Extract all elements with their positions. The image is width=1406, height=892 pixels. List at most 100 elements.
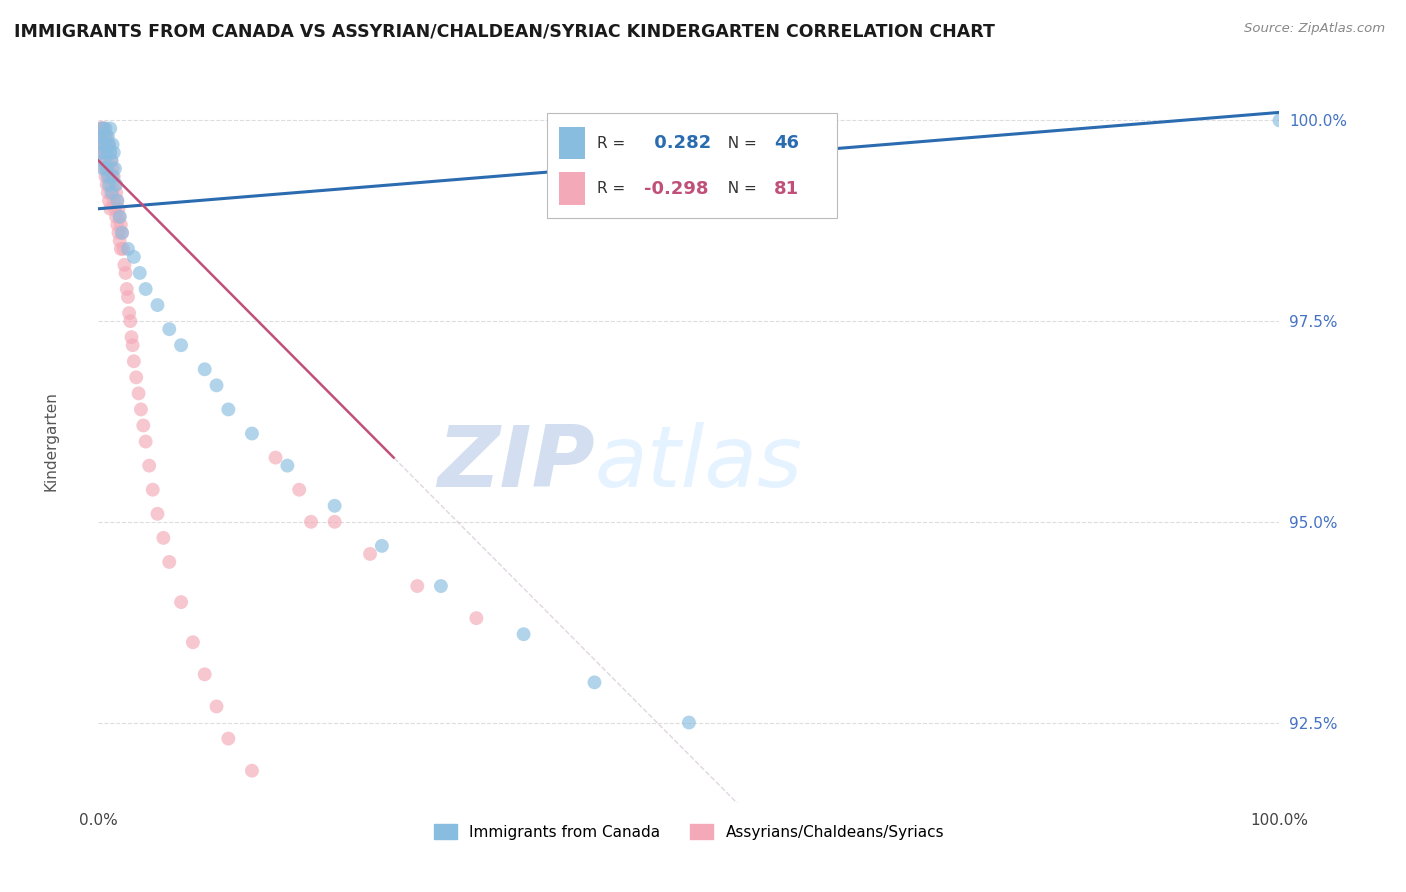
Point	[135, 282, 157, 296]
Point	[91, 137, 114, 152]
Point	[91, 121, 114, 136]
Point	[100, 186, 122, 200]
Point	[98, 137, 121, 152]
Point	[103, 145, 125, 160]
Point	[101, 186, 124, 200]
Point	[98, 194, 121, 208]
Text: IMMIGRANTS FROM CANADA VS ASSYRIAN/CHALDEAN/SYRIAC KINDERGARTEN CORRELATION CHAR: IMMIGRANTS FROM CANADA VS ASSYRIAN/CHALD…	[14, 22, 995, 40]
Text: ZIP: ZIP	[437, 422, 595, 505]
Text: atlas: atlas	[595, 422, 803, 505]
Point	[97, 186, 120, 200]
Point	[240, 426, 263, 441]
Point	[104, 202, 127, 216]
Point	[104, 161, 127, 176]
Point	[194, 362, 217, 376]
Point	[94, 121, 117, 136]
Point	[105, 210, 128, 224]
Point	[181, 635, 204, 649]
Point	[117, 290, 139, 304]
Point	[1268, 113, 1291, 128]
Point	[135, 434, 157, 449]
Point	[100, 153, 122, 168]
Point	[157, 322, 180, 336]
Point	[129, 402, 152, 417]
Point	[157, 555, 180, 569]
Point	[107, 226, 129, 240]
Point	[93, 161, 115, 176]
Point	[101, 137, 124, 152]
Text: -0.298: -0.298	[644, 179, 709, 198]
Point	[371, 539, 394, 553]
Point	[122, 250, 145, 264]
Point	[406, 579, 429, 593]
Point	[97, 129, 120, 144]
Point	[323, 515, 346, 529]
Point	[108, 210, 131, 224]
Point	[217, 731, 239, 746]
Point	[430, 579, 453, 593]
Legend: Immigrants from Canada, Assyrians/Chaldeans/Syriacs: Immigrants from Canada, Assyrians/Chalde…	[427, 818, 950, 846]
Point	[93, 129, 115, 144]
Point	[98, 202, 121, 216]
Point	[91, 137, 114, 152]
Point	[512, 627, 534, 641]
Point	[111, 226, 134, 240]
Point	[678, 715, 700, 730]
Point	[142, 483, 165, 497]
Point	[105, 186, 128, 200]
Point	[103, 169, 125, 184]
Point	[93, 137, 115, 152]
Point	[98, 145, 121, 160]
Text: N =: N =	[718, 181, 762, 196]
Point	[90, 145, 112, 160]
Point	[217, 402, 239, 417]
Point	[97, 169, 120, 184]
Text: 0.282: 0.282	[648, 134, 711, 153]
Point	[91, 153, 114, 168]
Point	[240, 764, 263, 778]
Point	[100, 178, 122, 192]
Point	[323, 499, 346, 513]
Text: R =: R =	[596, 136, 630, 151]
Point	[108, 210, 131, 224]
Point	[105, 194, 128, 208]
Point	[125, 370, 148, 384]
Point	[205, 378, 228, 392]
Point	[170, 338, 193, 352]
Text: 81: 81	[773, 179, 799, 198]
Point	[91, 161, 114, 176]
Point	[98, 137, 121, 152]
Point	[94, 145, 117, 160]
Point	[94, 169, 117, 184]
Point	[101, 161, 124, 176]
Text: R =: R =	[596, 181, 630, 196]
Point	[105, 218, 128, 232]
Point	[105, 194, 128, 208]
Text: Source: ZipAtlas.com: Source: ZipAtlas.com	[1244, 22, 1385, 36]
Point	[94, 137, 117, 152]
Point	[96, 145, 118, 160]
Point	[98, 145, 121, 160]
Point	[110, 242, 132, 256]
Point	[91, 129, 114, 144]
Point	[299, 515, 322, 529]
Point	[96, 161, 118, 176]
Point	[90, 121, 112, 136]
Point	[146, 298, 169, 312]
Point	[96, 129, 118, 144]
Point	[90, 129, 112, 144]
Point	[90, 129, 112, 144]
Point	[121, 338, 143, 352]
Point	[97, 137, 120, 152]
Point	[120, 314, 142, 328]
Point	[91, 145, 114, 160]
Point	[98, 169, 121, 184]
Point	[89, 137, 111, 152]
Point	[122, 354, 145, 368]
Text: Kindergarten: Kindergarten	[44, 392, 59, 491]
Point	[276, 458, 298, 473]
Text: N =: N =	[718, 136, 762, 151]
Point	[98, 121, 121, 136]
Point	[359, 547, 381, 561]
Point	[170, 595, 193, 609]
